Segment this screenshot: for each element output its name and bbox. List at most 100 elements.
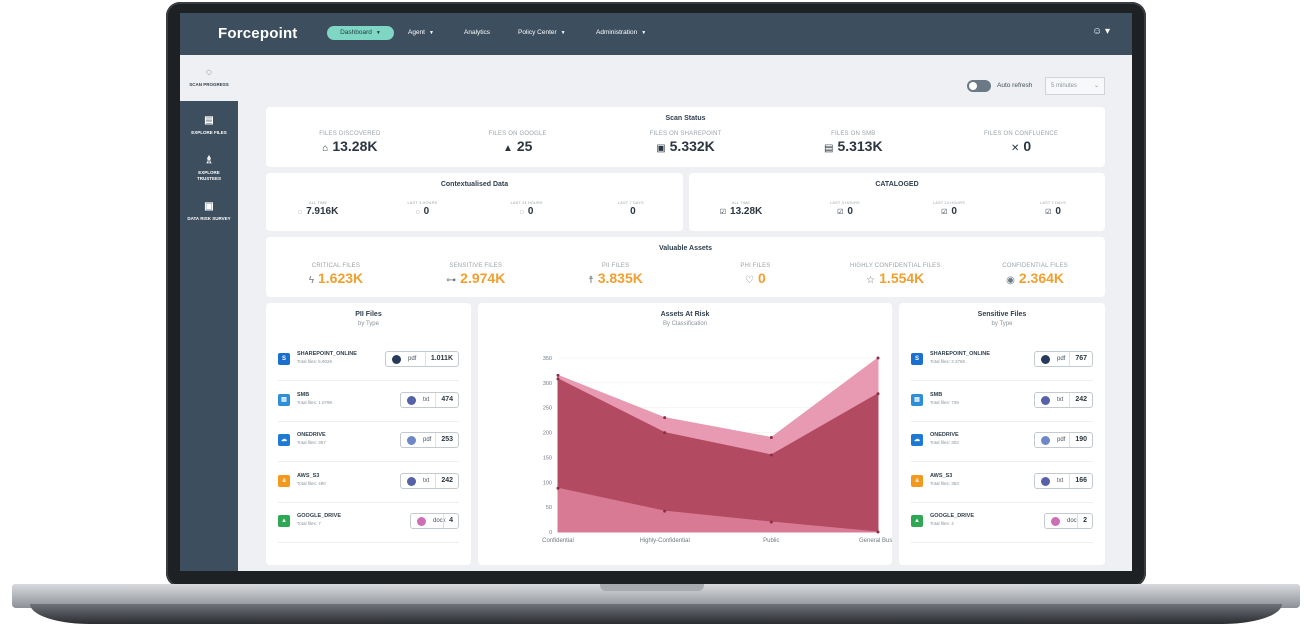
card-subtitle: by Type (358, 321, 379, 327)
stat-value: ☑ 0 (1001, 206, 1105, 217)
data-point[interactable] (663, 416, 667, 420)
stat-last-3-hours[interactable]: LAST 3 HOURS ◌ 0 (370, 201, 474, 217)
nav-administration[interactable]: Administration ▼ (596, 29, 647, 36)
data-point[interactable] (876, 530, 880, 534)
stat-value: ☆ 1.554K (825, 270, 965, 286)
stat-label: CONFIDENTIAL FILES (1002, 263, 1068, 269)
pii-files-card: PII Files by Type S SHAREPOINT_ONLINE Tota… (266, 303, 471, 565)
file-type-row[interactable]: ▤ SMB Total files: 1.079K txt 474 (278, 382, 459, 422)
file-type-row[interactable]: ▲ GOOGLE_DRIVE Total files: 7 docx 4 (278, 503, 459, 543)
sidebar-item-scan-progress[interactable]: ◌ SCAN PROGRESS (180, 67, 238, 88)
data-point[interactable] (769, 520, 773, 524)
nav-dashboard[interactable]: Dashboard ▼ (327, 26, 394, 40)
data-point[interactable] (769, 436, 773, 440)
file-type-pill[interactable]: txt 242 (400, 472, 459, 489)
stat-label: LAST 3 HOURS (830, 201, 860, 205)
card-title: PII Files (355, 311, 382, 318)
stat-files-on-google[interactable]: FILES ON GOOGLE ▲ 25 (434, 131, 602, 154)
source-name: ONEDRIVE (930, 432, 959, 438)
chart-subtitle: By Classification (662, 321, 707, 327)
stat-last-24-hours[interactable]: LAST 24 HOURS ☑ 0 (897, 201, 1001, 217)
file-type-pill[interactable]: pdf 767 (1034, 351, 1093, 367)
stat-icon: ✕ (1010, 143, 1020, 154)
data-point[interactable] (876, 392, 880, 396)
data-point[interactable] (876, 356, 880, 360)
stat-critical-files[interactable]: CRITICAL FILES ϟ 1.623K (266, 263, 406, 286)
stat-files-on-sharepoint[interactable]: FILES ON SHAREPOINT ▣ 5.332K (602, 131, 770, 154)
file-type-row[interactable]: ☁ ONEDRIVE Total files: 357 pdf 253 (278, 422, 459, 462)
file-type-row[interactable]: a AWS_S3 Total files: 490 txt 242 (278, 463, 459, 503)
file-type-pill[interactable]: docx 4 (410, 513, 459, 529)
file-type-row[interactable]: ▲ GOOGLE_DRIVE Total files: 4 doc 2 (911, 503, 1093, 543)
file-type-pill[interactable]: pdf 1.011K (385, 351, 459, 367)
file-type-pill[interactable]: doc 2 (1044, 513, 1093, 529)
auto-refresh-toggle[interactable] (967, 80, 991, 92)
stat-last-7-days[interactable]: LAST 7 DAYS 0 (579, 201, 683, 217)
user-menu-icon[interactable]: ☺ ▾ (1091, 26, 1110, 37)
sidebar-item-explore-trustees[interactable]: ♗ EXPLORE TRUSTEES (180, 155, 238, 182)
sidebar-item-explore-files[interactable]: ▤ EXPLORE FILES (180, 115, 238, 136)
stat-phi-files[interactable]: PHI FILES ♡ 0 (686, 263, 826, 286)
stat-value: 0 (579, 206, 683, 217)
nav-policy-center[interactable]: Policy Center ▼ (518, 29, 566, 36)
nav-agent[interactable]: Agent ▼ (408, 29, 434, 36)
smb-icon: ▤ (278, 393, 290, 406)
stat-last-24-hours[interactable]: LAST 24 HOURS ◌ 0 (475, 201, 579, 217)
data-point[interactable] (663, 509, 667, 513)
file-type-row[interactable]: ▤ SMB Total files: 739 txt 242 (911, 382, 1093, 422)
file-type-row[interactable]: ☁ ONEDRIVE Total files: 302 pdf 190 (911, 422, 1093, 462)
stat-confidential-files[interactable]: CONFIDENTIAL FILES ◉ 2.364K (965, 263, 1105, 286)
forcepoint-logo[interactable]: Forcepoint (218, 25, 298, 42)
stat-label: LAST 7 DAYS (617, 201, 644, 205)
file-count: 242 (1069, 392, 1092, 407)
file-type-row[interactable]: a AWS_S3 Total files: 353 txt 166 (911, 463, 1093, 503)
file-type-dot (1041, 355, 1050, 364)
nav-analytics[interactable]: Analytics (464, 29, 491, 36)
stat-sensitive-files[interactable]: SENSITIVE FILES ⊶ 2.974K (406, 263, 546, 286)
sharepoint-online-icon: S (911, 353, 923, 365)
stat-value: ▤ 5.313K (769, 138, 937, 154)
stat-files-discovered[interactable]: FILES DISCOVERED ⌂ 13.28K (266, 131, 434, 154)
stat-pii-files[interactable]: PII FILES ☨ 3.835K (546, 263, 686, 286)
y-tick-label: 0 (549, 530, 552, 536)
file-extension: doc (1067, 518, 1077, 524)
data-point[interactable] (556, 373, 560, 377)
stat-value: ✕ 0 (937, 138, 1105, 154)
stat-all-time[interactable]: ALL TIME ☑ 13.28K (689, 201, 793, 217)
data-point[interactable] (663, 431, 667, 435)
stat-icon: ⌂ (322, 143, 329, 154)
refresh-interval-select[interactable]: 5 minutes ⌄ (1045, 77, 1105, 95)
area-series-2[interactable] (557, 487, 879, 533)
stat-last-7-days[interactable]: LAST 7 DAYS ☑ 0 (1001, 201, 1105, 217)
stat-number: 0 (630, 206, 636, 217)
stat-last-3-hours[interactable]: LAST 3 HOURS ☑ 0 (793, 201, 897, 217)
data-point[interactable] (556, 486, 560, 490)
source-name: SMB (297, 391, 310, 398)
sidebar-item-data-risk-survey[interactable]: ▣ DATA RISK SURVEY (180, 201, 238, 222)
google-drive-icon: ▲ (278, 515, 290, 527)
data-point[interactable] (556, 377, 560, 381)
file-type-pill[interactable]: txt 166 (1034, 472, 1093, 489)
y-tick-label: 150 (543, 455, 552, 461)
stat-label: LAST 3 HOURS (407, 201, 438, 205)
file-type-pill[interactable]: pdf 253 (400, 432, 459, 448)
source-total: Total files: 490 (297, 480, 326, 486)
stat-all-time[interactable]: ALL TIME ◌ 7.916K (266, 201, 370, 217)
file-type-pill[interactable]: txt 242 (1034, 391, 1093, 408)
file-type-pill[interactable]: pdf 190 (1034, 432, 1093, 448)
stat-highly-confidential-files[interactable]: HIGHLY CONFIDENTIAL FILES ☆ 1.554K (825, 263, 965, 286)
stat-number: 1.623K (317, 270, 364, 286)
file-type-row[interactable]: S SHAREPOINT_ONLINE Total files: 5.902K pdf… (278, 341, 459, 381)
file-type-pill[interactable]: txt 474 (400, 391, 459, 408)
stat-icon: ♡ (745, 275, 754, 286)
stat-files-on-confluence[interactable]: FILES ON CONFLUENCE ✕ 0 (937, 131, 1105, 154)
stat-files-on-smb[interactable]: FILES ON SMB ▤ 5.313K (769, 131, 937, 154)
stat-value: ⌂ 13.28K (266, 138, 434, 154)
stat-number: 0 (423, 206, 430, 217)
sensitive-files-card: Sensitive Files by Type S SHAREPOINT_ONLI… (899, 303, 1105, 565)
y-tick-label: 50 (546, 505, 552, 511)
x-tick-label: Confidential (542, 538, 574, 544)
data-point[interactable] (769, 453, 773, 457)
source-name: ONEDRIVE (297, 432, 326, 438)
file-type-row[interactable]: S SHAREPOINT_ONLINE Total files: 3.376K pdf… (911, 341, 1093, 381)
